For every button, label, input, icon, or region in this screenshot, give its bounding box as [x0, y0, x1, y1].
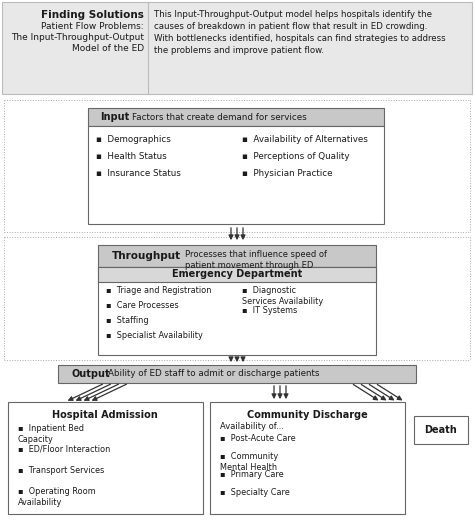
Text: ▪  Transport Services: ▪ Transport Services [18, 466, 104, 475]
Text: ▪  Triage and Registration: ▪ Triage and Registration [106, 286, 211, 295]
Text: ▪  Specialist Availability: ▪ Specialist Availability [106, 331, 203, 340]
Text: ▪  Community
Mental Health: ▪ Community Mental Health [220, 452, 278, 472]
Text: ▪  Operating Room
Availability: ▪ Operating Room Availability [18, 487, 96, 507]
Bar [98, 267, 376, 282]
Bar [88, 108, 384, 126]
Bar [210, 402, 405, 514]
Bar [58, 365, 416, 383]
Bar [8, 402, 203, 514]
Bar [98, 245, 376, 267]
Text: ▪  ED/Floor Interaction: ▪ ED/Floor Interaction [18, 445, 110, 454]
Text: ▪  Care Processes: ▪ Care Processes [106, 301, 179, 310]
Text: Processes that influence speed of
patient movement through ED: Processes that influence speed of patien… [185, 250, 327, 270]
Bar [2, 2, 472, 94]
Text: Emergency Department: Emergency Department [172, 269, 302, 279]
Text: ▪  Perceptions of Quality: ▪ Perceptions of Quality [242, 152, 349, 161]
Text: Community Discharge: Community Discharge [246, 410, 367, 420]
Text: Death: Death [425, 425, 457, 435]
Text: ▪  Insurance Status: ▪ Insurance Status [96, 169, 181, 178]
Text: Input: Input [100, 112, 129, 122]
Text: ▪  Primary Care: ▪ Primary Care [220, 470, 283, 479]
Text: Ability of ED staff to admit or discharge patients: Ability of ED staff to admit or discharg… [108, 369, 319, 379]
Text: Hospital Admission: Hospital Admission [52, 410, 158, 420]
Text: ▪  Staffing: ▪ Staffing [106, 316, 149, 325]
Text: ▪  Health Status: ▪ Health Status [96, 152, 167, 161]
Text: Model of the ED: Model of the ED [72, 44, 144, 53]
Text: ▪  Inpatient Bed
Capacity: ▪ Inpatient Bed Capacity [18, 424, 84, 444]
Text: ▪  Physician Practice: ▪ Physician Practice [242, 169, 332, 178]
Text: Patient Flow Problems:: Patient Flow Problems: [41, 22, 144, 31]
Text: ▪  Availability of Alternatives: ▪ Availability of Alternatives [242, 135, 368, 144]
Bar [414, 416, 468, 444]
Text: Output: Output [72, 369, 110, 379]
Text: Factors that create demand for services: Factors that create demand for services [132, 113, 307, 122]
Bar [98, 267, 376, 355]
Text: Throughput: Throughput [112, 251, 181, 261]
Text: ▪  IT Systems: ▪ IT Systems [242, 306, 297, 315]
Text: ▪  Post-Acute Care: ▪ Post-Acute Care [220, 434, 296, 443]
Text: ▪  Demographics: ▪ Demographics [96, 135, 171, 144]
Text: ▪  Specialty Care: ▪ Specialty Care [220, 488, 290, 497]
Text: The Input-Throughput-Output: The Input-Throughput-Output [11, 33, 144, 42]
Text: Availability of...: Availability of... [220, 422, 284, 431]
Text: This Input-Throughput-Output model helps hospitals identify the
causes of breakd: This Input-Throughput-Output model helps… [154, 10, 446, 55]
Bar [88, 126, 384, 224]
Text: ▪  Diagnostic
Services Availability: ▪ Diagnostic Services Availability [242, 286, 323, 306]
Text: Finding Solutions: Finding Solutions [41, 10, 144, 20]
